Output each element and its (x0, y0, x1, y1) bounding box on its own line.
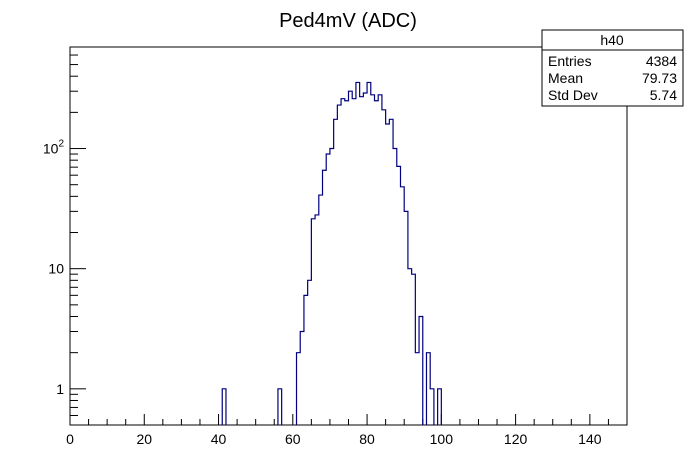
y-minor-ticks (70, 46, 86, 426)
histogram-bin (222, 389, 226, 425)
chart-title: Ped4mV (ADC) (279, 10, 417, 32)
x-tick-label: 40 (211, 431, 227, 447)
histogram-bin (408, 269, 412, 425)
y-tick-label-base: 10 (43, 141, 59, 157)
x-tick-label: 0 (66, 431, 74, 447)
histogram-bin (304, 295, 308, 425)
histogram-bin (430, 389, 434, 425)
stats-entries-label: Entries (548, 53, 592, 69)
histogram-bin (345, 101, 349, 425)
stats-box: h40 Entries 4384 Mean 79.73 Std Dev 5.74 (541, 29, 684, 107)
histogram-bin (367, 82, 371, 425)
stats-box-frame (541, 29, 684, 107)
histogram-bin (319, 195, 323, 425)
histogram-bin (323, 170, 327, 425)
histogram-bin (426, 353, 430, 425)
histogram-bin (382, 110, 386, 425)
x-tick-label: 140 (578, 431, 602, 447)
histogram-bin (419, 316, 423, 425)
x-ticks: 0 20 40 60 80 100 120 140 (66, 414, 628, 447)
stats-mean-value: 79.73 (642, 70, 677, 86)
histogram-bin (330, 149, 334, 425)
histogram-bin (438, 389, 442, 425)
x-tick-label: 100 (430, 431, 454, 447)
y-tick-label: 10 (48, 261, 64, 277)
histogram-bin (356, 82, 360, 425)
histogram-bin (349, 91, 353, 425)
histogram-bin (352, 99, 356, 425)
x-tick-label: 120 (504, 431, 528, 447)
x-tick-label: 20 (136, 431, 152, 447)
histogram-bin (400, 187, 404, 425)
histogram-bin (415, 353, 419, 425)
histogram-bin (334, 119, 338, 425)
histogram-bin (337, 105, 341, 425)
stats-stddev-label: Std Dev (548, 87, 598, 103)
histogram-bin (278, 389, 282, 425)
histogram-bin (363, 93, 367, 425)
stats-box-title: h40 (600, 32, 624, 48)
stats-entries-value: 4384 (646, 53, 677, 69)
histogram-bin (374, 101, 378, 425)
histogram-bin (326, 154, 330, 425)
y-tick-label-base: 10 (48, 261, 64, 277)
histogram-series (221, 81, 442, 425)
histogram-bin (389, 119, 393, 425)
histogram-bin (412, 274, 416, 425)
histogram-bin (341, 99, 345, 425)
stats-stddev-value: 5.74 (650, 87, 677, 103)
histogram-bin (308, 280, 312, 425)
y-tick-label: 102 (43, 139, 65, 157)
histogram-bin (300, 332, 304, 425)
y-tick-label: 1 (56, 381, 64, 397)
histogram-bin (360, 97, 364, 425)
histogram-bin (311, 219, 315, 425)
histogram-bin (404, 211, 408, 425)
stats-mean-label: Mean (548, 70, 583, 86)
x-tick-label: 80 (359, 431, 375, 447)
histogram-bin (371, 95, 375, 425)
y-tick-label-base: 1 (56, 381, 64, 397)
histogram-outline (221, 81, 442, 425)
histogram-bin (397, 166, 401, 425)
x-tick-label: 60 (285, 431, 301, 447)
y-tick-label-exponent: 2 (58, 139, 64, 150)
histogram-bin (297, 353, 301, 425)
histogram-bin (315, 215, 319, 425)
histogram-bin (386, 124, 390, 425)
histogram-bin (393, 149, 397, 425)
histogram-bin (378, 95, 382, 425)
